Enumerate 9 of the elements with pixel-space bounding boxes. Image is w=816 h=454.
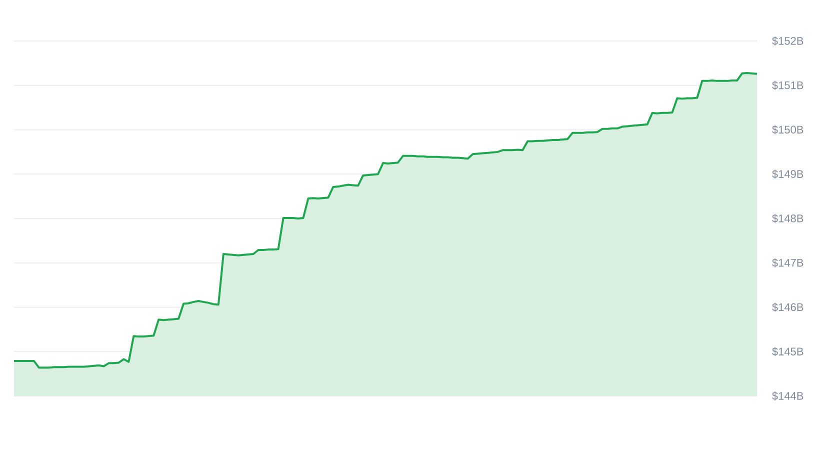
y-tick-label: $145B <box>772 347 804 356</box>
y-tick-label: $151B <box>772 80 804 90</box>
y-tick-label: $148B <box>772 214 804 223</box>
y-tick-label: $144B <box>772 392 804 400</box>
y-tick-label: $152B <box>772 36 804 46</box>
y-tick-label: $149B <box>772 170 804 179</box>
y-tick-label: $147B <box>772 258 804 268</box>
y-tick-label: $146B <box>772 302 804 312</box>
y-tick-label: $150B <box>772 125 804 134</box>
